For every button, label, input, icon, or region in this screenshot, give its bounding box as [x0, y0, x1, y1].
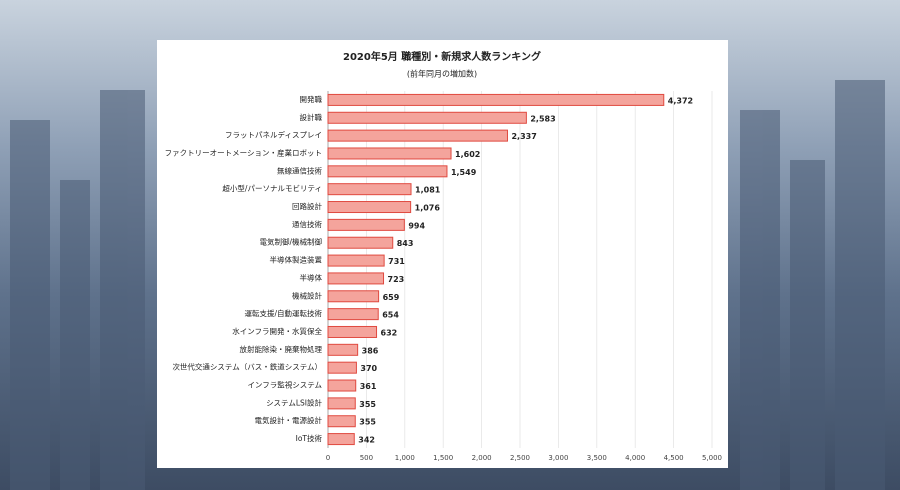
value-label: 2,337	[511, 132, 536, 141]
bar	[327, 165, 448, 178]
x-tick-label: 1,000	[395, 454, 415, 462]
y-tick-label: 放射能除染・廃棄物処理	[240, 344, 323, 354]
y-tick-label: フラットパネルディスプレイ	[225, 130, 322, 140]
value-label: 4,372	[668, 96, 693, 105]
value-label: 659	[383, 293, 400, 302]
bar	[327, 343, 359, 356]
bar	[327, 201, 412, 214]
y-tick-label: 次世代交通システム（バス・鉄道システム）	[172, 362, 322, 372]
bar	[327, 415, 356, 428]
bar	[327, 325, 378, 338]
x-tick-label: 2,000	[472, 454, 492, 462]
y-tick-label: ファクトリーオートメーション・産業ロボット	[165, 147, 322, 157]
x-tick-label: 2,500	[510, 454, 530, 462]
bar	[327, 272, 385, 285]
x-tick-label: 3,500	[587, 454, 607, 462]
y-tick-label: 電気制御/機械制御	[259, 237, 322, 247]
bar	[327, 129, 508, 142]
y-tick-label: 設計職	[300, 112, 323, 122]
x-tick-label: 5,000	[702, 454, 722, 462]
x-tick-label: 1,500	[433, 454, 453, 462]
value-label: 355	[359, 400, 376, 409]
y-tick-label: 通信技術	[292, 219, 322, 229]
bar	[327, 433, 355, 446]
y-tick-label: 開発職	[300, 95, 323, 104]
value-label: 654	[382, 311, 399, 320]
x-tick-label: 3,000	[548, 454, 568, 462]
value-label: 731	[388, 257, 405, 266]
y-tick-label: 回路設計	[292, 201, 322, 211]
chart-title: 2020年5月 職種別・新規求人数ランキング	[343, 50, 541, 63]
bar	[327, 236, 394, 249]
chart-panel	[157, 40, 728, 468]
value-label: 1,602	[455, 150, 480, 159]
x-tick-label: 4,000	[625, 454, 645, 462]
x-tick-label: 0	[326, 454, 330, 462]
y-tick-label: 電気設計・電源設計	[255, 415, 323, 425]
bar	[327, 254, 385, 267]
buildings	[10, 80, 885, 490]
value-label: 386	[362, 346, 379, 355]
y-tick-label: インフラ監視システム	[247, 380, 322, 390]
bar	[327, 361, 357, 374]
bar	[327, 93, 665, 106]
value-label: 1,549	[451, 168, 477, 177]
value-label: 723	[388, 275, 405, 284]
x-tick-label: 4,500	[664, 454, 684, 462]
y-tick-label: 運転支援/自動運転技術	[244, 308, 322, 318]
value-label: 994	[408, 221, 425, 230]
y-tick-label: 半導体	[300, 272, 323, 282]
value-label: 632	[381, 328, 398, 337]
y-tick-label: 機械設計	[292, 290, 322, 300]
y-tick-label: 超小型/パーソナルモビリティ	[222, 184, 322, 193]
bar	[327, 147, 452, 160]
bar	[327, 183, 412, 196]
y-tick-label: システムLSI設計	[266, 397, 322, 407]
bar	[327, 397, 356, 410]
chart-subtitle: (前年同月の増加数)	[407, 69, 477, 79]
bar	[327, 308, 379, 321]
value-label: 1,081	[415, 186, 441, 195]
value-label: 370	[360, 364, 377, 373]
value-label: 361	[360, 382, 377, 391]
bar	[327, 111, 527, 124]
value-label: 342	[358, 436, 375, 445]
x-tick-label: 500	[360, 454, 373, 462]
bar	[327, 290, 380, 303]
value-label: 843	[397, 239, 414, 248]
y-tick-label: 半導体製造装置	[270, 255, 323, 265]
value-label: 355	[359, 418, 376, 427]
y-tick-label: IoT技術	[296, 433, 323, 443]
bar	[327, 379, 357, 392]
y-tick-label: 水インフラ開発・水質保全	[232, 326, 322, 336]
value-label: 1,076	[415, 204, 441, 213]
y-tick-label: 無線通信技術	[277, 165, 322, 175]
value-label: 2,583	[530, 114, 555, 123]
bar	[327, 218, 405, 231]
